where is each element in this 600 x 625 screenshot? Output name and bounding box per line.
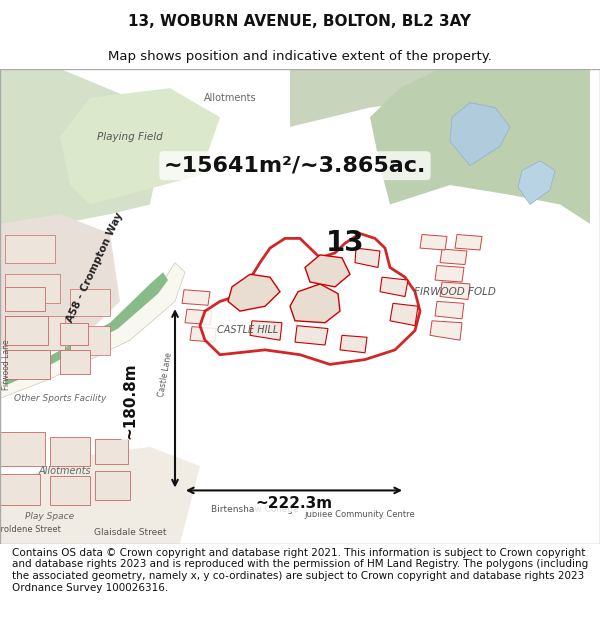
Bar xyxy=(70,289,110,316)
Text: 13: 13 xyxy=(326,229,364,258)
Polygon shape xyxy=(190,327,216,342)
Text: A58 - Crompton Way: A58 - Crompton Way xyxy=(65,211,125,324)
Polygon shape xyxy=(440,249,467,264)
Polygon shape xyxy=(185,309,212,324)
Polygon shape xyxy=(0,262,185,398)
Text: Allotments: Allotments xyxy=(38,466,91,476)
Text: ~180.8m: ~180.8m xyxy=(122,362,137,439)
Polygon shape xyxy=(0,432,45,466)
Polygon shape xyxy=(340,336,367,352)
Polygon shape xyxy=(250,321,282,340)
Text: ~222.3m: ~222.3m xyxy=(256,496,332,511)
Polygon shape xyxy=(60,322,88,345)
Polygon shape xyxy=(455,234,482,250)
Polygon shape xyxy=(200,234,420,364)
Polygon shape xyxy=(5,272,168,386)
Polygon shape xyxy=(95,439,128,464)
Bar xyxy=(70,326,110,355)
Polygon shape xyxy=(290,69,590,176)
Text: Birtenshaw College: Birtenshaw College xyxy=(211,506,299,514)
Text: Playing Field: Playing Field xyxy=(97,132,163,142)
Text: Firwood Lane: Firwood Lane xyxy=(2,339,11,390)
Text: Castle Lane: Castle Lane xyxy=(157,351,173,397)
Polygon shape xyxy=(182,290,210,305)
Polygon shape xyxy=(60,350,90,374)
Text: Jubilee Community Centre: Jubilee Community Centre xyxy=(305,510,415,519)
Polygon shape xyxy=(0,214,120,350)
Text: Contains OS data © Crown copyright and database right 2021. This information is : Contains OS data © Crown copyright and d… xyxy=(12,548,588,592)
Text: Haroldene Street: Haroldene Street xyxy=(0,525,61,534)
Bar xyxy=(5,236,55,262)
Polygon shape xyxy=(370,69,590,224)
Text: Other Sports Facility: Other Sports Facility xyxy=(14,394,106,403)
Text: Map shows position and indicative extent of the property.: Map shows position and indicative extent… xyxy=(108,50,492,62)
Polygon shape xyxy=(5,316,48,345)
Polygon shape xyxy=(0,447,200,544)
Text: 13, WOBURN AVENUE, BOLTON, BL2 3AY: 13, WOBURN AVENUE, BOLTON, BL2 3AY xyxy=(128,14,472,29)
Polygon shape xyxy=(355,248,380,268)
Polygon shape xyxy=(228,274,280,311)
Text: ~15641m²/~3.865ac.: ~15641m²/~3.865ac. xyxy=(164,156,426,176)
Polygon shape xyxy=(430,321,462,340)
Polygon shape xyxy=(50,437,90,466)
Text: Allotments: Allotments xyxy=(203,93,256,103)
Polygon shape xyxy=(295,326,328,345)
Text: CASTLE HILL: CASTLE HILL xyxy=(217,326,278,336)
Polygon shape xyxy=(305,255,350,287)
Polygon shape xyxy=(0,474,40,505)
Polygon shape xyxy=(0,69,160,243)
Polygon shape xyxy=(5,350,50,379)
Polygon shape xyxy=(518,161,555,204)
Polygon shape xyxy=(95,471,130,500)
Polygon shape xyxy=(60,88,220,204)
Polygon shape xyxy=(435,266,464,282)
Polygon shape xyxy=(390,303,418,326)
Polygon shape xyxy=(435,301,464,319)
Bar xyxy=(5,274,60,303)
Text: Glaisdale Street: Glaisdale Street xyxy=(94,528,166,537)
Polygon shape xyxy=(50,476,90,505)
Polygon shape xyxy=(420,234,447,250)
Polygon shape xyxy=(290,284,340,322)
Text: FIRWOOD FOLD: FIRWOOD FOLD xyxy=(414,287,496,297)
Polygon shape xyxy=(440,282,470,299)
Polygon shape xyxy=(450,102,510,166)
Polygon shape xyxy=(5,287,45,311)
Bar xyxy=(5,316,65,350)
Polygon shape xyxy=(380,277,408,296)
Text: Play Space: Play Space xyxy=(25,512,74,521)
